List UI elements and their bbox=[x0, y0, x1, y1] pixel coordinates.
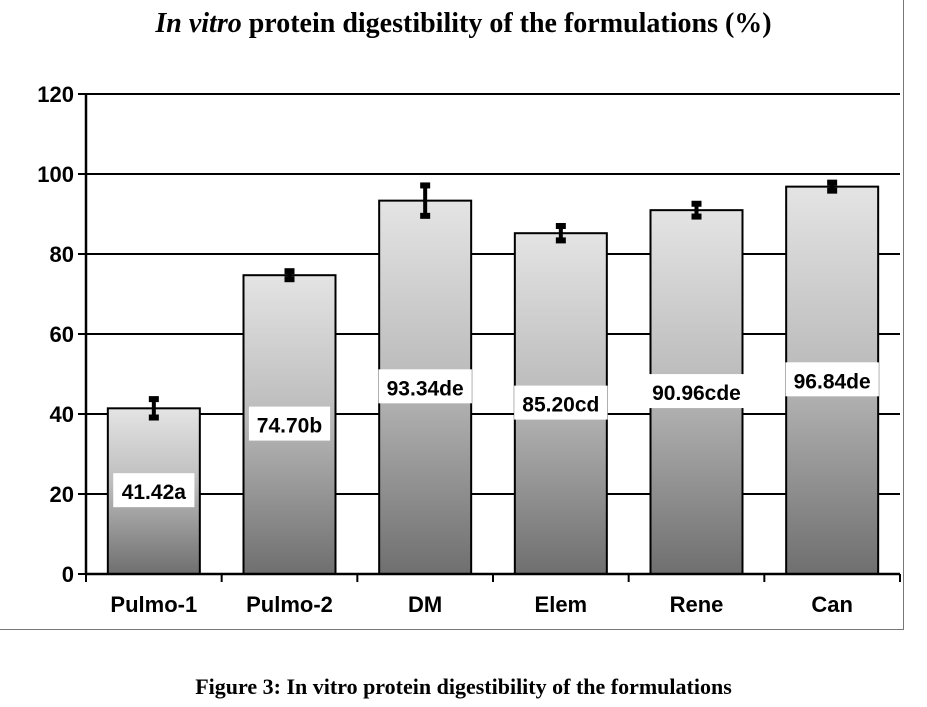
data-label-text: 41.42a bbox=[122, 481, 187, 504]
figure-caption: Figure 3: In vitro protein digestibility… bbox=[0, 674, 927, 700]
error-bar-cap bbox=[285, 276, 295, 282]
data-label: 96.84de bbox=[785, 362, 878, 396]
x-tick-label: Rene bbox=[670, 592, 724, 617]
data-label: 85.20cd bbox=[514, 386, 607, 420]
data-label: 90.96cde bbox=[644, 374, 750, 408]
error-bar-cap bbox=[556, 237, 566, 243]
y-tick-label: 20 bbox=[50, 482, 74, 507]
y-tick-label: 60 bbox=[50, 322, 74, 347]
error-bar-cap bbox=[692, 214, 702, 220]
data-label-text: 85.20cd bbox=[522, 394, 599, 417]
y-tick-label: 40 bbox=[50, 402, 74, 427]
data-label: 93.34de bbox=[378, 369, 471, 403]
data-label: 41.42a bbox=[113, 473, 194, 507]
error-bar-cap bbox=[420, 213, 430, 219]
x-tick-label: Pulmo-2 bbox=[246, 592, 333, 617]
error-bar-cap bbox=[827, 180, 837, 186]
error-bar-cap bbox=[420, 182, 430, 188]
error-bar-cap bbox=[285, 268, 295, 274]
bars bbox=[108, 187, 878, 574]
error-bar-cap bbox=[827, 188, 837, 194]
data-labels: 41.42a 74.70b 93.34de 85.20cd 90.96cde 96.84d… bbox=[113, 362, 879, 507]
error-bar-cap bbox=[556, 223, 566, 229]
x-tick-label: Pulmo-1 bbox=[110, 592, 197, 617]
x-tick-label: Elem bbox=[535, 592, 588, 617]
x-tick-label: Can bbox=[811, 592, 853, 617]
x-tick-label: DM bbox=[408, 592, 442, 617]
data-label-text: 93.34de bbox=[387, 377, 464, 400]
data-label-text: 90.96cde bbox=[652, 382, 741, 405]
y-tick-label: 120 bbox=[37, 82, 74, 107]
data-label-text: 74.70b bbox=[257, 415, 322, 438]
data-label-text: 96.84de bbox=[794, 370, 871, 393]
bar-chart: 41.42a 74.70b 93.34de 85.20cd 90.96cde 96.84d… bbox=[0, 0, 927, 640]
y-tick-label: 100 bbox=[37, 162, 74, 187]
data-label: 74.70b bbox=[249, 407, 330, 441]
error-bar-cap bbox=[692, 201, 702, 207]
error-bar-cap bbox=[149, 415, 159, 421]
gridlines bbox=[86, 94, 900, 494]
y-tick-label: 80 bbox=[50, 242, 74, 267]
error-bar-cap bbox=[149, 396, 159, 402]
y-tick-label: 0 bbox=[62, 562, 74, 587]
